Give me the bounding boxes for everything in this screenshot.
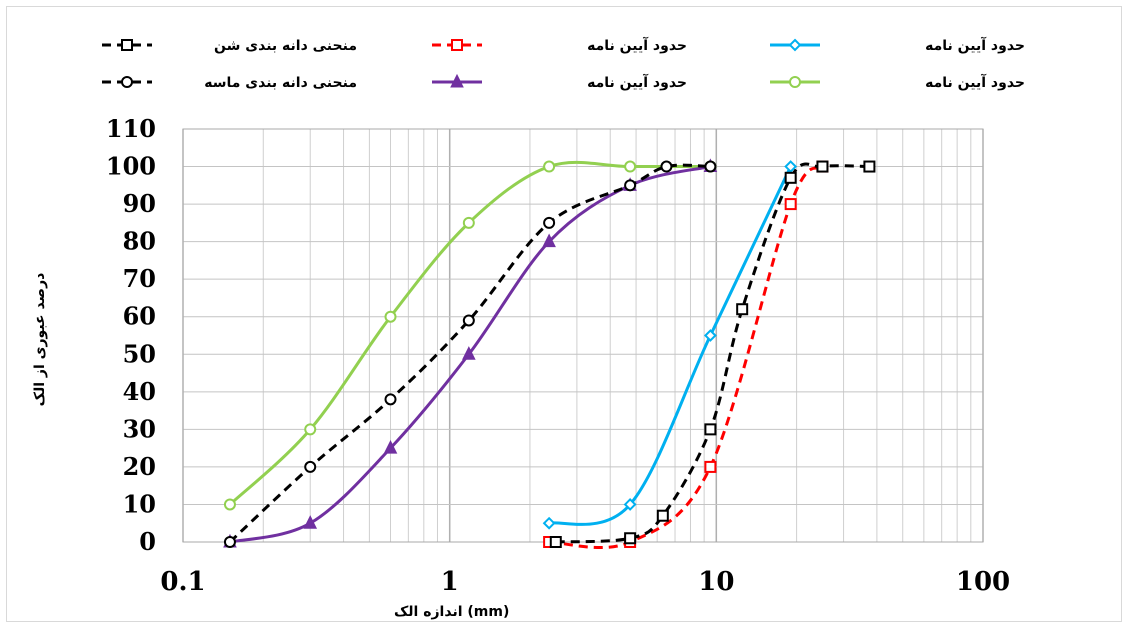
data-point	[816, 160, 829, 173]
series-line	[549, 165, 824, 550]
legend-item: منحنی دانه بندی ماسه	[102, 75, 357, 91]
data-point	[736, 303, 749, 316]
series-1	[542, 160, 798, 530]
data-point	[303, 515, 318, 529]
data-point	[462, 346, 476, 360]
y-tick-label: 100	[106, 152, 156, 181]
x-tick-label: 10	[698, 567, 734, 597]
y-tick-label: 90	[123, 189, 156, 218]
data-point	[542, 233, 556, 248]
legend-label: حدود آیین نامه	[587, 36, 687, 54]
legend-item: حدود آیین نامه	[432, 36, 687, 54]
data-point	[660, 160, 673, 173]
legend: حدود آیین نامه حدود آیین نامه منحنی دانه ب…	[102, 36, 1025, 91]
legend-label: حدود آیین نامه	[925, 73, 1025, 91]
data-point	[223, 536, 236, 548]
y-tick-label: 70	[123, 264, 156, 293]
data-point	[704, 423, 717, 436]
grid	[182, 128, 984, 543]
legend-item: حدود آیین نامه	[432, 73, 687, 91]
data-point	[624, 160, 637, 173]
data-point	[462, 216, 475, 229]
series-line	[228, 160, 711, 506]
y-tick-label: 80	[123, 227, 156, 256]
data-point	[223, 498, 236, 511]
data-point	[624, 179, 637, 192]
series-3	[549, 160, 876, 548]
data-point	[623, 498, 637, 511]
series-line	[548, 165, 793, 526]
data-point	[863, 160, 876, 173]
series-4	[223, 160, 717, 511]
legend-label: حدود آیین نامه	[925, 36, 1025, 54]
data-point	[121, 76, 133, 88]
legend-item: حدود آیین نامه	[770, 73, 1025, 91]
x-tick-label: 0.1	[160, 567, 205, 597]
data-point	[304, 423, 317, 436]
data-point	[121, 39, 133, 51]
y-tick-label: 40	[123, 377, 156, 406]
data-point	[703, 329, 717, 342]
legend-item: منحنی دانه بندی شن	[102, 38, 357, 54]
data-point	[784, 160, 798, 173]
y-axis-title: درصد عبوری از الک	[32, 273, 48, 407]
data-point	[542, 516, 556, 530]
y-tick-label: 0	[139, 527, 156, 556]
data-point	[549, 536, 562, 548]
y-tick-label: 20	[123, 452, 156, 481]
legend-item: حدود آیین نامه	[770, 36, 1025, 54]
y-tick-label: 110	[106, 114, 156, 143]
legend-label: منحنی دانه بندی شن	[214, 38, 357, 54]
y-tick-label: 10	[123, 489, 156, 518]
data-point	[789, 76, 801, 88]
data-point	[451, 39, 463, 51]
data-point	[383, 440, 398, 454]
y-tick-label: 30	[123, 414, 156, 443]
data-point	[624, 532, 637, 545]
data-point	[543, 216, 556, 229]
legend-label: منحنی دانه بندی ماسه	[204, 75, 357, 91]
series-line	[555, 162, 870, 544]
data-point	[304, 460, 317, 473]
chart-frame	[6, 6, 1122, 622]
data-point	[543, 160, 556, 173]
y-tick-label: 50	[123, 339, 156, 368]
data-point	[784, 198, 797, 211]
data-point	[784, 171, 797, 184]
y-tick-label: 60	[123, 302, 156, 331]
data-point	[384, 310, 397, 323]
data-point	[704, 460, 717, 473]
x-axis-title: اندازه الک (mm)	[394, 604, 509, 620]
plot-area	[182, 128, 984, 543]
data-point	[450, 73, 464, 88]
data-point	[462, 314, 475, 327]
data-point	[656, 509, 669, 522]
legend-label: حدود آیین نامه	[587, 73, 687, 91]
data-point	[704, 160, 717, 173]
x-tick-label: 100	[956, 567, 1010, 597]
x-tick-label: 1	[441, 567, 459, 597]
data-point	[384, 393, 397, 406]
series-6	[223, 160, 717, 548]
data-point	[788, 38, 802, 52]
